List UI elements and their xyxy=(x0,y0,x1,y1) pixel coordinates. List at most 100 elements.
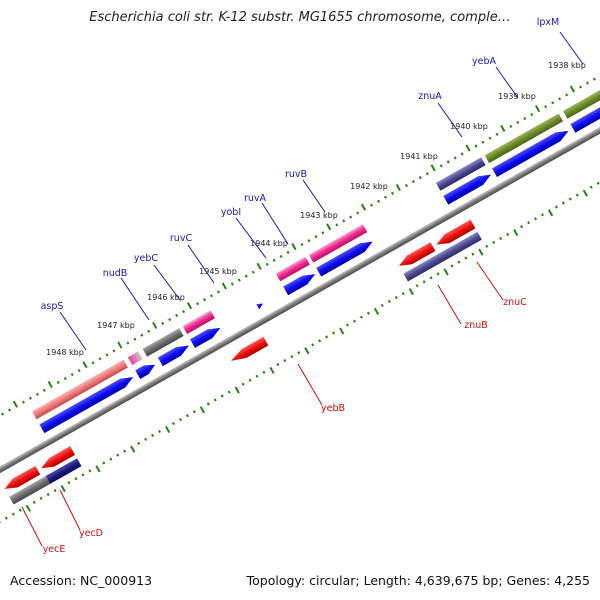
cds-arrow-aspS[interactable] xyxy=(39,373,135,434)
gene-label-yebC[interactable]: yebC xyxy=(134,253,158,264)
ruler-major-tick xyxy=(408,288,414,296)
ruler-minor-tick xyxy=(158,429,162,434)
gene-label-ruvA[interactable]: ruvA xyxy=(244,193,267,204)
ruler-minor-tick xyxy=(74,477,78,481)
ruler-minor-tick xyxy=(335,223,339,227)
gene-label-ruvB[interactable]: ruvB xyxy=(285,169,307,180)
ruler-minor-tick xyxy=(520,225,524,229)
ruler-minor-tick xyxy=(151,433,155,437)
ruler-minor-tick xyxy=(346,323,350,327)
gene-label-yebA[interactable]: yebA xyxy=(472,56,496,67)
gene-bar-nudB[interactable] xyxy=(127,351,143,366)
cds-arrow-ruvB[interactable] xyxy=(316,237,375,277)
gene-bar-aspS[interactable] xyxy=(32,359,128,420)
ruler-minor-tick xyxy=(321,231,325,235)
gene-label-yecD[interactable]: yecD xyxy=(79,528,103,539)
ruler-minor-tick xyxy=(182,309,186,314)
ruler-major-tick xyxy=(304,347,310,355)
kbp-ruler-labels: 1938 kbp 1939 kbp 1940 kbp 1941 kbp 1942… xyxy=(46,61,586,357)
cds-arrow-znuB[interactable] xyxy=(397,242,436,270)
cds-arrow-lpxM[interactable] xyxy=(570,94,600,133)
ruler-major-tick xyxy=(291,243,297,251)
gene-label-ruvC[interactable]: ruvC xyxy=(170,233,193,244)
gene-bar-ruvA[interactable] xyxy=(275,256,310,282)
ruler-minor-tick xyxy=(509,124,513,128)
forward-gene-labels: lpxM yebA znuA ruvB ruvA yobI ruvC yebC … xyxy=(41,17,560,312)
ruler-minor-tick xyxy=(237,278,241,282)
cds-arrow-yebB[interactable] xyxy=(229,336,269,365)
ruler-minor-tick xyxy=(429,276,433,280)
ruler-minor-tick xyxy=(401,292,405,296)
ruler-minor-tick xyxy=(568,197,572,201)
gene-bar-ruvC[interactable] xyxy=(182,310,215,334)
ruler-major-tick xyxy=(117,341,123,349)
reverse-gene-features xyxy=(9,231,482,505)
ruler-minor-tick xyxy=(4,516,8,520)
ruler-minor-tick xyxy=(290,355,294,359)
gene-label-znuC[interactable]: znuC xyxy=(503,297,527,308)
gene-label-nudB[interactable]: nudB xyxy=(103,268,128,279)
ruler-minor-tick xyxy=(446,160,450,164)
gene-label-yecE[interactable]: yecE xyxy=(43,544,66,555)
cds-arrow-yecE[interactable] xyxy=(2,465,41,493)
gene-label-aspS[interactable]: aspS xyxy=(41,301,64,312)
ruler-minor-tick xyxy=(436,272,440,276)
ruler-major-tick xyxy=(535,105,541,113)
cds-arrow-yebC[interactable] xyxy=(157,341,192,367)
accession-text: Accession: NC_000913 xyxy=(10,573,153,588)
gene-label-lpxM[interactable]: lpxM xyxy=(537,17,560,28)
ruler-minor-tick xyxy=(394,295,398,300)
ruler-minor-tick xyxy=(192,410,196,414)
ruler-minor-tick xyxy=(241,382,245,386)
gene-bar-yecD[interactable] xyxy=(45,458,82,484)
ruler-minor-tick xyxy=(352,319,356,323)
cds-arrow-yebA[interactable] xyxy=(492,126,571,178)
ruler-minor-tick xyxy=(0,520,1,524)
gene-bar-yecE[interactable] xyxy=(9,476,51,505)
gene-label-znuB[interactable]: znuB xyxy=(464,320,488,331)
gene-label-yebB[interactable]: yebB xyxy=(321,403,345,414)
kbp-label-1941: 1941 kbp xyxy=(400,152,438,161)
ruler-minor-tick xyxy=(91,361,95,365)
gene-bar-yebC[interactable] xyxy=(142,328,184,357)
ruler-major-tick xyxy=(269,366,275,374)
ruler-minor-tick xyxy=(558,97,562,101)
ruler-minor-tick xyxy=(585,81,589,85)
gene-bar-ruvB[interactable] xyxy=(308,224,368,263)
ruler-minor-tick xyxy=(474,144,478,148)
ruler-minor-tick xyxy=(77,369,81,373)
ruler-major-tick xyxy=(430,164,436,172)
gene-bar-znuA[interactable] xyxy=(435,157,486,191)
ruler-minor-tick xyxy=(325,335,329,339)
ruler-minor-tick xyxy=(161,321,165,325)
cds-arrow-ruvC[interactable] xyxy=(190,323,223,348)
gene-label-yobI[interactable]: yobI xyxy=(221,207,241,218)
ruler-minor-tick xyxy=(495,132,499,136)
ruler-minor-tick xyxy=(297,351,301,355)
ruler-minor-tick xyxy=(418,176,422,180)
ruler-minor-tick xyxy=(209,294,213,298)
ruler-minor-tick xyxy=(592,77,596,81)
ruler-minor-tick xyxy=(380,303,384,307)
ruler-minor-tick xyxy=(147,329,151,333)
ruler-minor-tick xyxy=(404,183,408,188)
cds-arrow-ruvA[interactable] xyxy=(283,270,318,296)
ruler-minor-tick xyxy=(251,270,255,274)
gene-bar-yebA[interactable] xyxy=(484,113,564,164)
gene-bar-lpxM[interactable] xyxy=(563,81,600,119)
kbp-label-1938: 1938 kbp xyxy=(548,61,586,70)
cds-arrow-yobI[interactable] xyxy=(256,301,264,310)
kbp-label-1945: 1945 kbp xyxy=(199,267,237,276)
cds-arrow-yecD[interactable] xyxy=(39,446,76,472)
kbp-label-1947: 1947 kbp xyxy=(97,321,135,330)
cds-arrow-znuA[interactable] xyxy=(443,170,493,205)
ruler-minor-tick xyxy=(28,396,32,400)
cds-arrow-znuC[interactable] xyxy=(434,219,476,249)
cds-arrow-nudB[interactable] xyxy=(135,360,157,379)
ruler-minor-tick xyxy=(457,260,461,264)
gene-label-znuA[interactable]: znuA xyxy=(418,91,442,102)
ruler-minor-tick xyxy=(70,373,74,377)
kbp-label-1946: 1946 kbp xyxy=(147,293,185,302)
gene-bar-znuB[interactable] xyxy=(403,231,482,282)
